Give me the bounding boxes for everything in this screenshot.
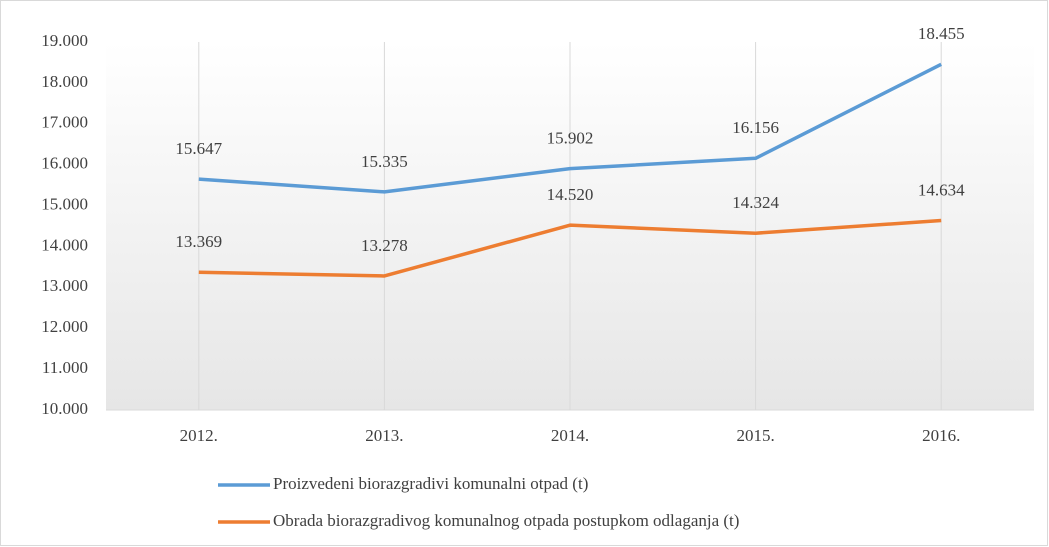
- y-tick-label: 18.000: [41, 72, 88, 91]
- y-tick-label: 19.000: [41, 31, 88, 50]
- legend-label: Obrada biorazgradivog komunalnog otpada …: [273, 511, 739, 530]
- legend-label: Proizvedeni biorazgradivi komunalni otpa…: [273, 474, 588, 493]
- x-tick-label: 2013.: [365, 426, 403, 445]
- x-tick-label: 2012.: [180, 426, 218, 445]
- y-tick-label: 10.000: [41, 399, 88, 418]
- data-label: 14.324: [732, 193, 779, 212]
- data-label: 14.634: [918, 180, 965, 199]
- x-tick-label: 2014.: [551, 426, 589, 445]
- y-tick-label: 13.000: [41, 276, 88, 295]
- y-tick-label: 15.000: [41, 194, 88, 213]
- series-line: [198, 218, 942, 278]
- x-tick-label: 2015.: [736, 426, 774, 445]
- data-label: 18.455: [918, 24, 965, 43]
- y-tick-label: 11.000: [42, 358, 88, 377]
- y-tick-label: 14.000: [41, 235, 88, 254]
- y-tick-label: 16.000: [41, 154, 88, 173]
- data-label: 13.369: [175, 232, 222, 251]
- data-label: 15.902: [547, 129, 594, 148]
- data-label: 13.278: [361, 236, 408, 255]
- data-label: 14.520: [547, 185, 594, 204]
- series-line: [198, 62, 942, 194]
- data-label: 15.647: [175, 139, 222, 158]
- x-tick-label: 2016.: [922, 426, 960, 445]
- data-label: 16.156: [732, 118, 779, 137]
- y-tick-label: 12.000: [41, 317, 88, 336]
- y-tick-label: 17.000: [41, 113, 88, 132]
- data-label: 15.335: [361, 152, 408, 171]
